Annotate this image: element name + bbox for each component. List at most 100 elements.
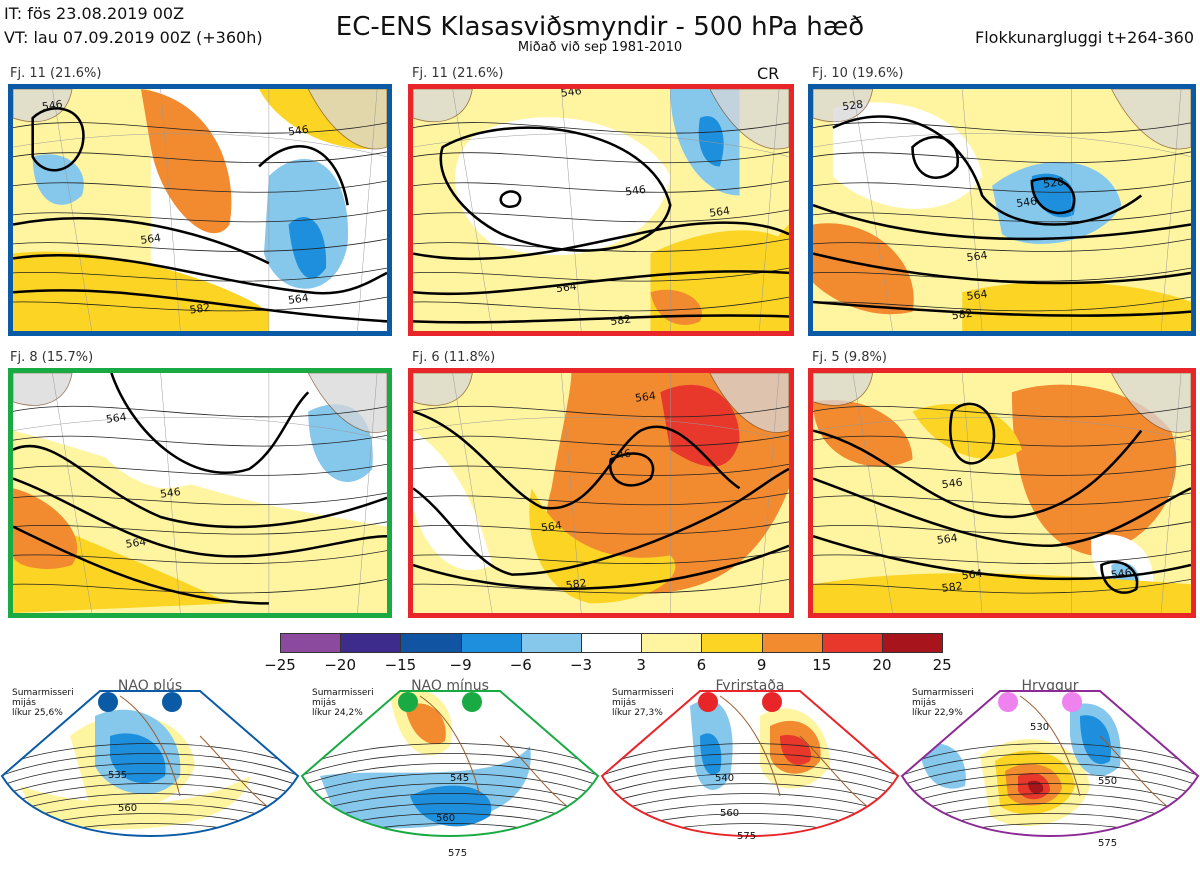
panel-2-label: Fj. 11 (21.6%) xyxy=(412,66,504,81)
contour-label: 546 xyxy=(560,89,583,100)
contour-label: 564 xyxy=(961,567,984,582)
contour-label: 564 xyxy=(936,531,959,546)
land-mass xyxy=(413,89,473,122)
colorbar-tick-label: −3 xyxy=(569,656,593,674)
page-title: EC-ENS Klasasviðsmyndir - 500 hPa hæð xyxy=(335,12,865,42)
contour-label: 540 xyxy=(715,773,734,784)
anomaly-shading xyxy=(32,154,84,205)
contour-label: 582 xyxy=(951,307,973,323)
page-subtitle: Miðað við sep 1981-2010 xyxy=(517,40,683,55)
colorbar-swatch xyxy=(520,633,582,653)
land-mass xyxy=(13,89,73,122)
regime-note: Sumarmisseri mijás líkur 27,3% xyxy=(612,688,674,718)
colorbar-tick-label: −25 xyxy=(264,656,296,674)
anomaly-shading xyxy=(751,224,789,331)
contour-label: 546 xyxy=(1110,566,1133,581)
contour-label: 546 xyxy=(1016,194,1039,210)
contour-label: 564 xyxy=(634,389,657,405)
height-contour xyxy=(813,203,1191,241)
height-contour xyxy=(413,467,789,576)
regime-map: 530 550 575 xyxy=(900,690,1200,849)
contour-label: 528 xyxy=(841,98,864,114)
regime-map: 535 560 xyxy=(0,690,300,837)
height-contour xyxy=(949,402,996,465)
cluster-map-4: 546 564 564 xyxy=(8,368,392,618)
anomaly-shading xyxy=(698,116,724,167)
panel-1-label: Fj. 11 (21.6%) xyxy=(10,66,102,81)
height-contour xyxy=(813,477,1191,548)
contour-label: 546 xyxy=(941,476,964,491)
anomaly-shading xyxy=(780,735,811,765)
height-contour xyxy=(13,289,387,323)
height-contour xyxy=(413,544,789,590)
anomaly-shading xyxy=(529,488,676,604)
colorbar-tick-label: 20 xyxy=(872,656,892,674)
height-contour xyxy=(13,525,269,605)
regime-note: Sumarmisseri mijás líkur 24,2% xyxy=(312,688,374,718)
anomaly-shading xyxy=(1011,384,1177,556)
contour-label: 564 xyxy=(540,519,563,535)
land-mass xyxy=(307,373,387,433)
height-contour xyxy=(911,135,960,179)
colorbar-swatch xyxy=(641,633,703,653)
contour-label: 564 xyxy=(140,231,162,247)
regime-marker-dot xyxy=(698,692,718,712)
colorbar-tick-label: 15 xyxy=(812,656,832,674)
anomaly-shading xyxy=(813,573,1191,613)
contour-label: 564 xyxy=(105,410,127,426)
contour-label: 575 xyxy=(1098,838,1117,849)
land-mass xyxy=(13,373,73,406)
contour-label: 575 xyxy=(448,848,467,859)
height-contour xyxy=(31,107,85,172)
panel-5-label: Fj. 6 (11.8%) xyxy=(412,350,496,365)
contour-label: 564 xyxy=(287,291,309,307)
contour-label: 560 xyxy=(118,803,137,814)
cluster-map-5: 546 564 564 582 xyxy=(408,368,794,618)
land-mass xyxy=(1110,89,1191,150)
anomaly-map: 546 564 564 xyxy=(13,373,387,613)
anomaly-shading xyxy=(832,102,983,209)
regime-marker-dot xyxy=(762,692,782,712)
cluster-map-3: 528 528 546 564 564 582 xyxy=(808,84,1196,336)
colorbar-swatch xyxy=(882,633,944,653)
anomaly-shading xyxy=(962,281,1191,331)
anomaly-map: 546 546 564 564 582 xyxy=(413,89,789,331)
cluster-map-2: 546 546 564 564 582 xyxy=(408,84,794,336)
contour-label: 528 xyxy=(1042,175,1065,191)
height-contour xyxy=(413,314,789,324)
anomaly-map: 546 546 564 564 582 xyxy=(13,89,387,331)
regime-marker-dot xyxy=(998,692,1018,712)
contour-label: 545 xyxy=(450,773,469,784)
regime-nao-minus: NAO mínus Sumarmisseri mijás líkur 24,2% 5… xyxy=(300,676,600,871)
anomaly-shading xyxy=(288,217,327,279)
contour-label: 530 xyxy=(1030,722,1049,733)
colorbar-tick-label: −20 xyxy=(324,656,357,674)
colorbar-tick-label: −9 xyxy=(449,656,472,674)
contour-label: 564 xyxy=(555,280,578,296)
regime-marker-dot xyxy=(462,692,482,712)
contour-label: 564 xyxy=(125,535,147,551)
height-contour xyxy=(813,429,1143,519)
height-contour xyxy=(13,253,387,295)
panel-3-label: Fj. 10 (19.6%) xyxy=(812,66,904,81)
height-contour xyxy=(832,115,1143,226)
contour-label: 564 xyxy=(966,249,989,265)
anomaly-shading xyxy=(920,743,966,789)
contour-label: 560 xyxy=(720,808,739,819)
regime-frame xyxy=(900,690,1200,837)
contour-label: 550 xyxy=(1098,776,1117,787)
contour-label: 564 xyxy=(966,287,989,303)
colorbar-tick-label: −6 xyxy=(509,656,532,674)
colorbar-swatch xyxy=(340,633,402,653)
colorbar-tick-label: 9 xyxy=(756,656,767,674)
regime-map: 540 560 575 xyxy=(600,690,900,842)
contour-label: 575 xyxy=(737,831,756,842)
regime-marker-dot xyxy=(162,692,182,712)
land-mass xyxy=(813,89,874,122)
contour-label: 546 xyxy=(41,98,63,114)
height-contour xyxy=(413,221,789,261)
anomaly-shading xyxy=(1080,715,1111,764)
height-contour xyxy=(13,477,387,558)
